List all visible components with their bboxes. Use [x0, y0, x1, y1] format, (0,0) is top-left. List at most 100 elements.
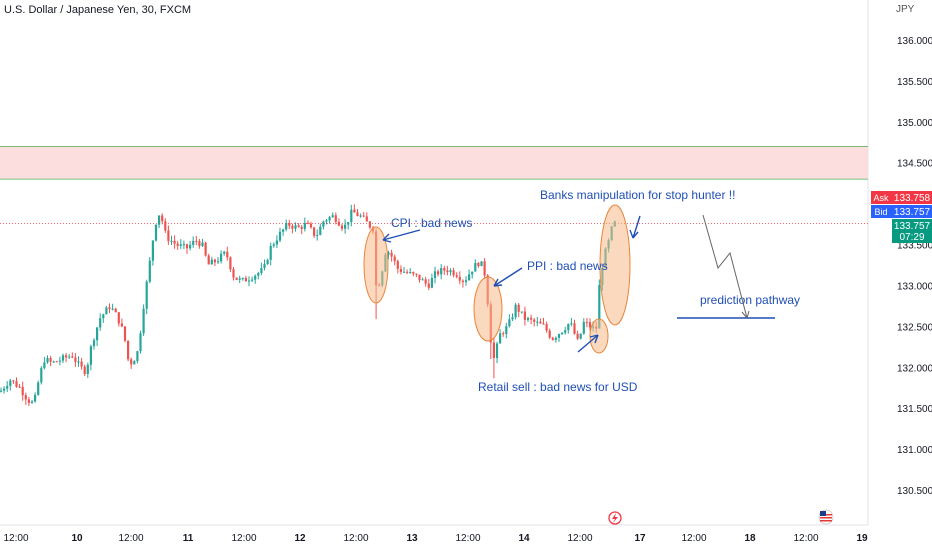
candle-body — [232, 269, 235, 278]
candle-body — [557, 334, 561, 338]
candle-body — [145, 281, 148, 309]
candle-body — [161, 215, 164, 222]
candle-body — [468, 274, 471, 281]
candle-body — [570, 323, 573, 325]
x-tick-label: 18 — [744, 533, 756, 544]
candle-body — [220, 253, 223, 262]
candle-body — [282, 229, 285, 232]
bid-label: Bid — [874, 207, 887, 217]
candle-body — [415, 273, 418, 275]
candle-body — [313, 227, 316, 236]
candle-body — [216, 261, 220, 263]
candle-body — [244, 278, 247, 282]
candle-body — [74, 357, 77, 362]
candle-body — [6, 386, 9, 389]
candle-body — [167, 230, 170, 242]
candle-body — [526, 317, 530, 320]
candle-body — [319, 226, 322, 236]
candle-body — [303, 222, 306, 229]
candle-body — [15, 381, 18, 387]
candle-body — [492, 342, 495, 359]
us-flag-canton-icon — [820, 511, 826, 516]
candle-body — [285, 222, 288, 230]
candle-body — [139, 333, 142, 352]
candle-body — [427, 283, 430, 288]
candle-body — [461, 280, 464, 283]
x-tick-label: 14 — [518, 533, 530, 544]
y-tick-label: 130.500 — [897, 486, 932, 497]
y-tick-label: 136.000 — [897, 36, 932, 47]
ask-value-tag — [892, 191, 932, 204]
candle-body — [474, 263, 477, 272]
candle-body — [164, 221, 167, 231]
candle-body — [387, 252, 390, 255]
candle-body — [440, 268, 443, 275]
candle-body — [278, 231, 282, 241]
time-axis[interactable]: 12:00 10 12:00 11 12:00 12 12:00 13 12:00 14 12:00… — [3, 533, 868, 544]
candle-body — [192, 240, 195, 245]
candle-body — [499, 333, 502, 344]
x-tick-label: 12:00 — [793, 533, 818, 544]
candle-body — [502, 333, 505, 335]
x-tick-label: 12:00 — [231, 533, 256, 544]
candle-body — [179, 244, 182, 246]
candle-body — [102, 314, 105, 319]
candle-body — [508, 319, 511, 327]
candle-body — [198, 241, 201, 247]
candle-body — [83, 366, 86, 374]
highlight-ellipse — [363, 226, 389, 304]
candle-body — [269, 245, 272, 260]
banks-arrow-head-icon — [629, 229, 639, 239]
x-tick-label: 12:00 — [455, 533, 480, 544]
resistance-zone-layer — [0, 145, 868, 224]
candle-body — [99, 318, 102, 328]
highlight-ellipses-layer — [363, 204, 631, 354]
price-axis[interactable]: 136.000 135.500 135.000 134.500 133.500 133.0… — [897, 36, 932, 497]
candle-body — [564, 330, 567, 333]
candle-body — [272, 244, 275, 246]
ask-label: Ask — [873, 193, 889, 203]
candle-body — [18, 386, 21, 388]
candle-body — [235, 277, 238, 280]
candle-body — [471, 271, 474, 275]
candle-body — [409, 272, 412, 274]
candle-body — [356, 212, 359, 217]
candle-body — [114, 308, 117, 313]
retail-arrow — [577, 334, 599, 353]
candle-body — [291, 225, 294, 229]
banks-annotation: Banks manipulation for stop hunter !! — [540, 188, 735, 202]
candle-body — [92, 340, 96, 347]
candle-body — [573, 323, 576, 334]
candle-body — [331, 215, 334, 218]
candle-body — [238, 278, 241, 280]
candle-body — [514, 304, 517, 318]
annotations-layer: CPI : bad news PPI : bad news Banks manipu… — [382, 188, 800, 394]
candle-body — [402, 271, 406, 273]
x-tick-label: 19 — [856, 533, 868, 544]
candle-body — [322, 221, 325, 227]
candle-body — [182, 244, 185, 246]
resistance-zone — [0, 146, 868, 180]
banks-arrow — [632, 215, 641, 239]
y-tick-label: 131.500 — [897, 404, 932, 415]
candle-body — [576, 333, 579, 339]
y-tick-label: 133.000 — [897, 281, 932, 292]
candle-body — [306, 222, 309, 224]
candle-body — [554, 337, 557, 340]
candle-body — [120, 323, 123, 327]
event-icons[interactable] — [608, 509, 834, 525]
candle-body — [396, 261, 399, 269]
symbol-title[interactable]: U.S. Dollar / Japanese Yen, 30, FXCM — [4, 4, 192, 16]
candle-body — [43, 362, 46, 369]
candle-body — [334, 215, 337, 222]
candle-body — [421, 279, 424, 281]
candle-body — [325, 220, 328, 222]
candle-body — [316, 235, 319, 237]
candle-body — [257, 273, 260, 276]
candle-body — [210, 259, 213, 265]
candle-body — [151, 240, 154, 261]
candle-body — [117, 312, 120, 324]
candle-body — [133, 361, 136, 365]
